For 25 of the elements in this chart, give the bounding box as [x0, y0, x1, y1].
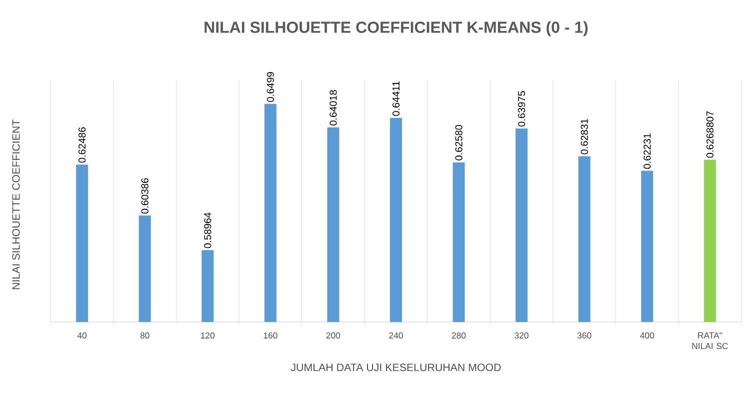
- x-tick-label: 40: [77, 332, 87, 339]
- x-tick-label: 400: [640, 332, 654, 339]
- data-label: 0.62580: [455, 124, 462, 160]
- data-label: 0.60386: [141, 178, 148, 214]
- x-tick-label: 240: [389, 332, 403, 339]
- data-label: 0.63975: [518, 91, 526, 126]
- x-tick-label: RATA" NILAI SC: [692, 332, 728, 350]
- x-tick-label: 120: [201, 332, 215, 339]
- data-label: 0.62831: [580, 118, 588, 154]
- x-tick-label: 200: [326, 332, 340, 339]
- data-label: 0.62231: [644, 134, 651, 169]
- x-tick-label: 80: [140, 332, 150, 339]
- x-tick-label: 280: [452, 332, 466, 339]
- y-axis-title: NILAI SILHOUETTE COEFFICIENT: [12, 120, 20, 290]
- data-label: 0.64018: [330, 90, 337, 126]
- data-label: 0.62486: [78, 127, 86, 163]
- data-label: 0.6268807: [706, 111, 714, 158]
- data-label: 0.58964: [204, 212, 212, 248]
- data-label: 0.6499: [266, 72, 274, 102]
- x-tick-label: 360: [577, 332, 592, 339]
- x-tick-label: 160: [264, 332, 278, 339]
- x-tick-label: 320: [514, 332, 528, 339]
- chart-title: NILAI SILHOUETTE COEFFICIENT K-MEANS (0 - 1): [204, 21, 588, 36]
- x-axis-title: JUMLAH DATA UJI KESELURUHAN MOOD: [290, 364, 501, 372]
- data-label: 0.64411: [392, 81, 400, 116]
